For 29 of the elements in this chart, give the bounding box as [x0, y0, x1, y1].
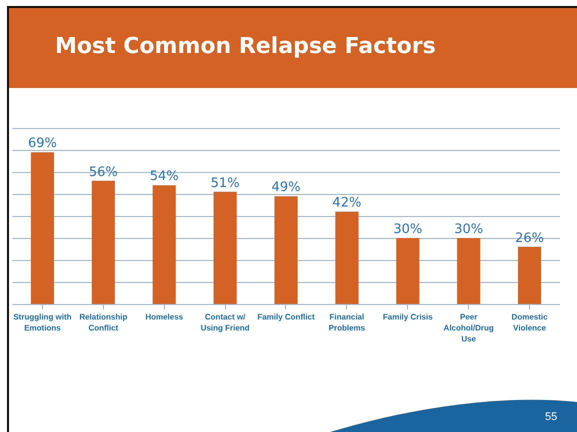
data-label: 69%: [28, 136, 57, 152]
x-tick-label: Financial Problems: [328, 312, 366, 332]
x-tick-label: Contact w/ Using Friend: [200, 312, 250, 332]
bar: [152, 185, 176, 304]
x-tick-label: Domestic Violence: [512, 312, 548, 332]
data-label: 56%: [88, 164, 118, 180]
bar: [335, 212, 358, 304]
data-label: 30%: [454, 222, 484, 237]
x-tick-label: Peer Alcohol/Drug Use: [444, 312, 494, 344]
bar: [518, 246, 542, 304]
x-tick-label: Relationship Conflict: [79, 312, 128, 332]
bar: [92, 180, 115, 304]
x-tick-label: Homeless: [145, 312, 184, 322]
data-label: 49%: [272, 180, 300, 196]
data-label: 26%: [515, 230, 544, 246]
bar: [396, 238, 420, 304]
x-tick-label: Struggling with Emotions: [13, 312, 72, 332]
chart-title: Most Common Relapse Factors: [55, 34, 436, 59]
data-label: 42%: [332, 196, 362, 211]
data-label: 51%: [210, 176, 240, 191]
data-label: 54%: [150, 169, 179, 184]
bar: [457, 238, 480, 304]
x-tick-label: Family Crisis: [382, 312, 434, 322]
x-tick-label: Family Conflict: [257, 312, 316, 322]
data-label: 30%: [393, 222, 422, 237]
bar: [30, 152, 54, 304]
bar: [274, 196, 298, 304]
text: 55: [545, 411, 558, 423]
bar: [214, 192, 237, 304]
